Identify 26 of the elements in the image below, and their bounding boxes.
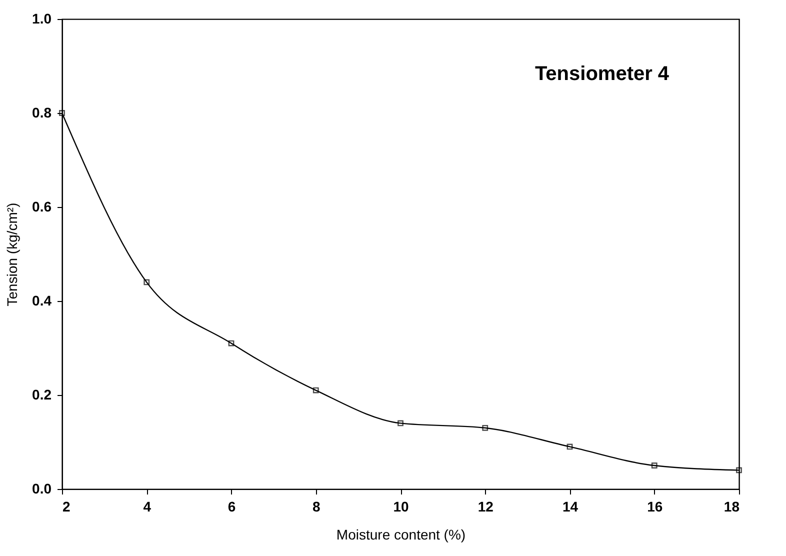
x-tick-label: 10	[393, 498, 409, 514]
point	[228, 340, 234, 346]
y-axis-title: Tension (kg/cm²)	[4, 202, 20, 306]
x-tick-label: 4	[143, 498, 152, 514]
y-tick-label: 1.0	[32, 10, 52, 26]
x-tick-label: 14	[562, 498, 578, 514]
y-tick-label: 0.4	[32, 292, 52, 308]
point	[398, 420, 404, 426]
point	[651, 462, 658, 468]
x-tick-label: 16	[647, 498, 663, 514]
x-tick-label: 8	[312, 498, 320, 514]
x-tick-label: 2	[62, 498, 70, 514]
y-tick-label: 0.8	[32, 104, 52, 120]
point	[566, 444, 573, 450]
x-axis-title: Moisture content (%)	[336, 526, 466, 542]
y-tick-label: 0.6	[32, 198, 52, 214]
point	[482, 424, 488, 431]
x-tick-label: 6	[228, 498, 236, 514]
y-tick-label: 0.0	[32, 480, 52, 496]
point	[144, 279, 150, 286]
point	[312, 387, 319, 394]
annotation: Tensiometer 4	[534, 63, 670, 85]
x-tick-label: 12	[478, 498, 494, 514]
point	[736, 467, 742, 474]
x-tick-label: 18	[724, 498, 740, 514]
y-tick-label: 0.2	[32, 386, 52, 402]
